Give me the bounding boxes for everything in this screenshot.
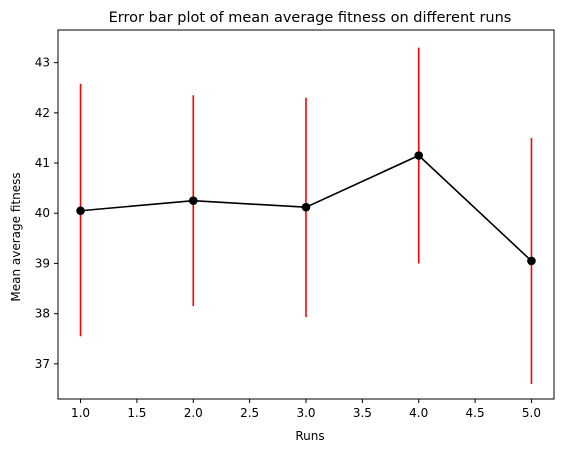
y-tick-label: 37 <box>35 357 50 371</box>
x-tick-label: 1.0 <box>71 406 90 420</box>
data-point <box>414 151 424 160</box>
plot-area: 1.0 1.5 2.0 2.5 3.0 3.5 4.0 4.5 5.0 37 38 39 40 41 42 4… <box>35 47 541 420</box>
y-tick-label: 41 <box>35 156 50 170</box>
data-point <box>188 196 198 205</box>
x-tick-label: 4.0 <box>409 406 428 420</box>
data-point <box>301 202 311 212</box>
x-axis-label: Runs <box>295 429 324 443</box>
y-tick-label: 40 <box>35 206 50 220</box>
y-tick-label: 38 <box>35 307 50 321</box>
x-tick-label: 4.5 <box>466 406 485 420</box>
x-tick-label: 2.0 <box>184 406 203 420</box>
chart-title: Error bar plot of mean average fitness o… <box>109 10 512 26</box>
x-tick-label: 3.0 <box>296 406 315 420</box>
x-tick-label: 3.5 <box>353 406 372 420</box>
data-point <box>76 206 85 216</box>
x-tick-label: 5.0 <box>522 406 541 420</box>
x-tick-label: 2.5 <box>240 406 259 420</box>
x-tick-label: 1.5 <box>127 406 146 420</box>
plot-frame <box>57 29 555 400</box>
y-tick-label: 43 <box>35 56 50 70</box>
data-point <box>527 256 536 266</box>
y-tick-label: 42 <box>35 106 50 120</box>
y-axis-label: Mean average fitness <box>9 172 23 301</box>
y-tick-label: 39 <box>35 256 50 270</box>
